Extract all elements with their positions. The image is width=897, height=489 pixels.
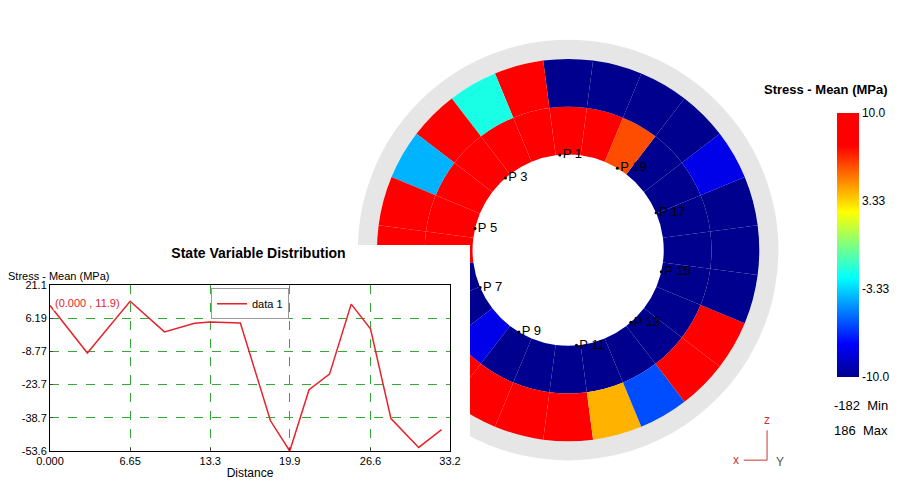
svg-text:-38.7: -38.7 bbox=[22, 412, 47, 424]
svg-text:-53.6: -53.6 bbox=[22, 445, 47, 457]
svg-text:-3.33: -3.33 bbox=[862, 282, 890, 296]
svg-text:State Variable Distribution: State Variable Distribution bbox=[171, 245, 345, 261]
svg-text:21.1: 21.1 bbox=[25, 279, 46, 291]
svg-text:P 7: P 7 bbox=[483, 279, 502, 294]
svg-text:P 1: P 1 bbox=[563, 146, 582, 161]
svg-text:P 9: P 9 bbox=[522, 323, 541, 338]
svg-text:P 3: P 3 bbox=[508, 169, 527, 184]
svg-text:186 Max: 186 Max bbox=[834, 423, 888, 438]
svg-text:-8.77: -8.77 bbox=[22, 345, 47, 357]
svg-text:Distance: Distance bbox=[227, 466, 274, 480]
svg-text:P 5: P 5 bbox=[478, 220, 497, 235]
svg-text:6.19: 6.19 bbox=[25, 312, 46, 324]
svg-text:P 11: P 11 bbox=[579, 337, 605, 352]
svg-text:data 1: data 1 bbox=[252, 298, 283, 310]
svg-text:z: z bbox=[764, 413, 770, 427]
svg-text:Y: Y bbox=[776, 455, 784, 469]
svg-text:26.6: 26.6 bbox=[360, 455, 381, 467]
svg-text:10.0: 10.0 bbox=[862, 106, 886, 120]
svg-text:3.33: 3.33 bbox=[862, 194, 886, 208]
svg-text:-23.7: -23.7 bbox=[22, 378, 47, 390]
svg-text:P 19: P 19 bbox=[620, 159, 647, 174]
svg-text:(0.000 , 11.9): (0.000 , 11.9) bbox=[55, 297, 120, 309]
svg-text:P 13: P 13 bbox=[634, 314, 661, 329]
svg-text:-10.0: -10.0 bbox=[862, 370, 890, 384]
svg-text:6.65: 6.65 bbox=[119, 455, 140, 467]
svg-text:13.3: 13.3 bbox=[200, 455, 221, 467]
svg-text:Stress - Mean (MPa): Stress - Mean (MPa) bbox=[8, 270, 109, 282]
svg-text:Stress - Mean (MPa): Stress - Mean (MPa) bbox=[764, 82, 888, 97]
svg-text:-182 Min: -182 Min bbox=[834, 398, 888, 413]
svg-text:19.9: 19.9 bbox=[279, 455, 300, 467]
svg-text:x: x bbox=[733, 453, 739, 467]
svg-text:0.000: 0.000 bbox=[36, 455, 64, 467]
svg-text:P 15: P 15 bbox=[664, 263, 691, 278]
svg-text:33.2: 33.2 bbox=[439, 455, 460, 467]
svg-text:P 17: P 17 bbox=[659, 204, 686, 219]
